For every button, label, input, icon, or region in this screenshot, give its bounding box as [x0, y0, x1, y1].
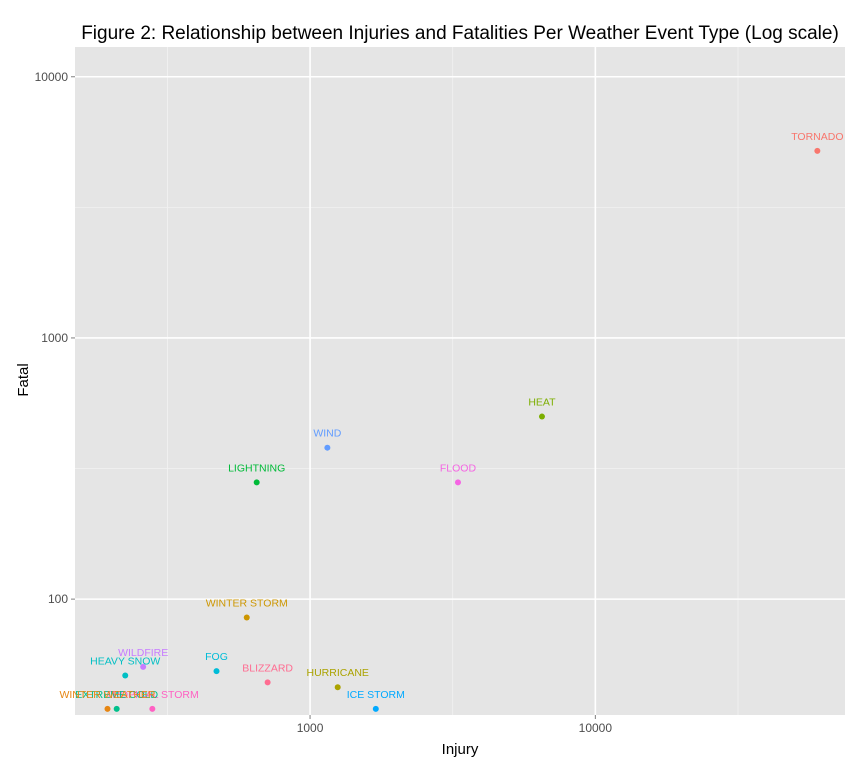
- point-wind: [324, 444, 331, 451]
- point-heavy-snow: [122, 672, 129, 679]
- point-heat: [538, 413, 545, 420]
- label-winter-storm: WINTER STORM: [206, 598, 288, 610]
- label-heavy-snow: HEAVY SNOW: [90, 655, 160, 667]
- point-flood: [454, 479, 461, 486]
- label-flood: FLOOD: [440, 462, 477, 474]
- point-fog: [213, 668, 220, 675]
- y-tick-label: 1000: [41, 331, 68, 345]
- label-heat: HEAT: [528, 397, 556, 409]
- point-winter-weather: [104, 705, 111, 712]
- point-labels: TORNADO HEAT WIND LIGHTNING FLOOD WINTER STOR…: [59, 131, 843, 701]
- label-wildfire: WILDFIRE: [118, 647, 168, 659]
- point-lightning: [253, 479, 260, 486]
- y-tick-label: 10000: [35, 70, 69, 84]
- label-lightning: LIGHTNING: [228, 462, 285, 474]
- point-hurricane: [334, 684, 341, 691]
- point-winter-storm: [243, 614, 250, 621]
- chart-title: Figure 2: Relationship between Injuries …: [81, 23, 839, 44]
- label-winter-weather: WINTER WEATHER: [59, 689, 155, 701]
- label-wind: WIND: [313, 428, 341, 440]
- y-axis-ticks: 100 1000 10000: [35, 70, 75, 606]
- label-tropical-storm: TROPICAL STORM: [106, 689, 199, 701]
- point-extreme-cold: [113, 705, 120, 712]
- label-extreme-cold: EXTREME COLD: [75, 689, 158, 701]
- y-tick-label: 100: [48, 592, 68, 606]
- point-tropical-storm: [149, 705, 156, 712]
- point-blizzard: [264, 679, 271, 686]
- point-ice-storm: [372, 705, 379, 712]
- plot-panel: [75, 47, 845, 715]
- label-ice-storm: ICE STORM: [347, 689, 405, 701]
- minor-gridlines: [75, 47, 845, 715]
- label-fog: FOG: [205, 651, 228, 663]
- x-axis-title: Injury: [442, 741, 479, 758]
- label-tornado: TORNADO: [791, 131, 843, 143]
- x-tick-label: 10000: [579, 721, 613, 735]
- y-axis-title: Fatal: [15, 363, 32, 396]
- label-hurricane: HURRICANE: [306, 667, 368, 679]
- label-blizzard: BLIZZARD: [242, 662, 293, 674]
- point-wildfire: [140, 663, 147, 670]
- x-axis-ticks: 1000 10000: [297, 715, 613, 735]
- major-gridlines: [75, 47, 845, 715]
- point-tornado: [814, 147, 821, 154]
- data-points: [104, 147, 821, 712]
- x-tick-label: 1000: [297, 721, 324, 735]
